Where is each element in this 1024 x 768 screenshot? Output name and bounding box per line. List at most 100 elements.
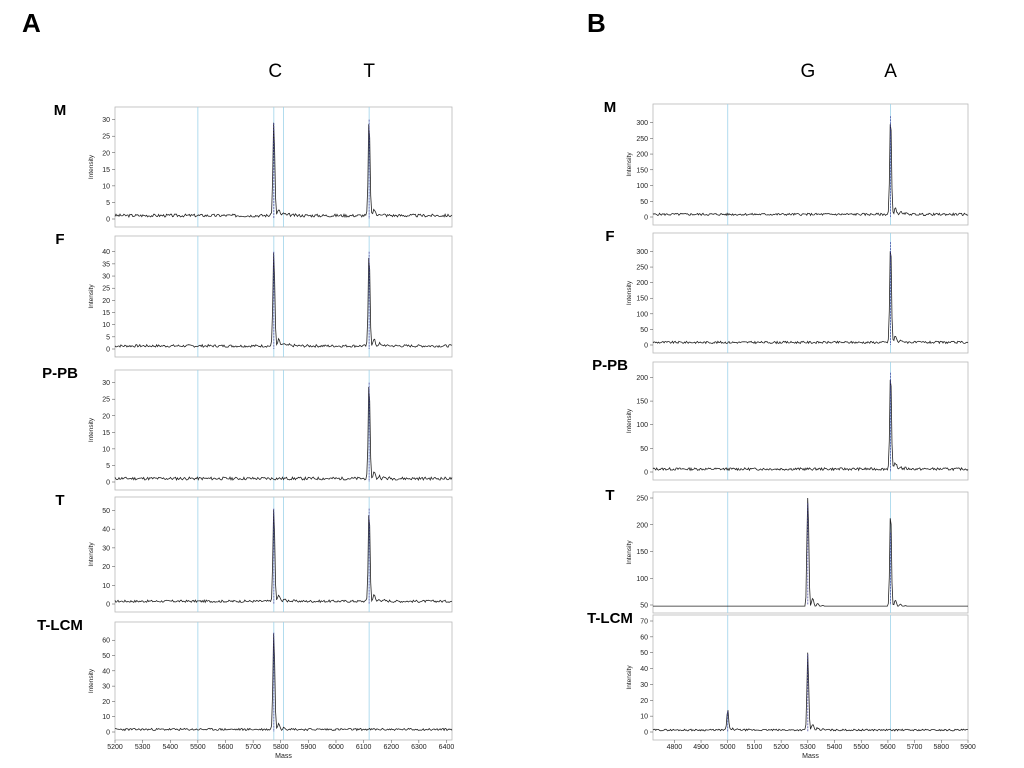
x-tick-label: 5000 [720, 744, 736, 751]
x-tick-label: 5800 [934, 744, 950, 751]
x-tick-label: 5300 [800, 744, 816, 751]
y-tick-label: 40 [102, 668, 110, 675]
y-axis-label: Intensity [626, 540, 633, 565]
y-tick-label: 35 [102, 261, 110, 268]
panel-letter: A [22, 8, 41, 38]
y-tick-label: 40 [102, 249, 110, 256]
y-tick-label: 20 [102, 413, 110, 420]
spectrum-trace [652, 251, 969, 345]
y-tick-label: 20 [102, 564, 110, 571]
y-tick-label: 0 [106, 480, 110, 487]
plot-frame [652, 361, 969, 481]
y-tick-label: 10 [102, 714, 110, 721]
y-tick-label: 150 [636, 296, 648, 303]
row-label: M [604, 99, 617, 116]
y-tick-label: 30 [102, 545, 110, 552]
y-tick-label: 15 [102, 310, 110, 317]
spectrum-trace [114, 633, 453, 732]
plot-frame [652, 614, 969, 741]
row-label: P-PB [592, 357, 628, 374]
y-tick-label: 100 [636, 183, 648, 190]
row-label: T [605, 487, 614, 504]
y-tick-label: 50 [640, 650, 648, 657]
spectrum-trace [114, 122, 453, 219]
y-tick-label: 0 [644, 343, 648, 350]
y-axis-label: Intensity [88, 542, 95, 567]
y-axis-label: Intensity [88, 668, 95, 693]
y-tick-label: 20 [102, 150, 110, 157]
x-tick-label: 6400 [439, 744, 455, 751]
y-tick-label: 0 [106, 602, 110, 609]
y-tick-label: 15 [102, 430, 110, 437]
x-tick-label: 5200 [107, 744, 123, 751]
spectrum-trace [114, 509, 453, 604]
y-tick-label: 20 [102, 699, 110, 706]
y-tick-label: 30 [102, 684, 110, 691]
y-tick-label: 50 [102, 508, 110, 515]
y-tick-label: 25 [102, 134, 110, 141]
y-tick-label: 60 [640, 634, 648, 641]
y-tick-label: 100 [636, 311, 648, 318]
y-tick-label: 70 [640, 619, 648, 626]
plot-frame [652, 232, 969, 354]
y-tick-label: 150 [636, 167, 648, 174]
x-tick-label: 6100 [356, 744, 372, 751]
y-tick-label: 150 [636, 399, 648, 406]
y-tick-label: 5 [106, 200, 110, 207]
allele-label: C [268, 61, 282, 82]
y-tick-label: 40 [640, 666, 648, 673]
y-tick-label: 300 [636, 249, 648, 256]
allele-label: A [884, 61, 897, 82]
y-tick-label: 30 [102, 380, 110, 387]
row-label: F [605, 228, 614, 245]
y-axis-label: Intensity [88, 154, 95, 179]
x-tick-label: 5700 [907, 744, 923, 751]
y-tick-label: 5 [106, 334, 110, 341]
y-tick-label: 30 [102, 274, 110, 281]
y-tick-label: 0 [644, 215, 648, 222]
x-tick-label: 6000 [328, 744, 344, 751]
y-tick-label: 25 [102, 397, 110, 404]
y-tick-label: 300 [636, 120, 648, 127]
y-tick-label: 200 [636, 375, 648, 382]
y-tick-label: 50 [640, 446, 648, 453]
y-axis-label: Intensity [626, 665, 633, 690]
row-label: F [55, 231, 64, 248]
y-tick-label: 150 [636, 549, 648, 556]
y-tick-label: 0 [106, 217, 110, 224]
spectrum-trace [114, 386, 453, 482]
x-tick-label: 5800 [273, 744, 289, 751]
y-axis-label: Intensity [626, 408, 633, 433]
y-tick-label: 20 [102, 298, 110, 305]
row-label: T-LCM [37, 617, 83, 634]
allele-label: G [800, 61, 815, 82]
y-tick-label: 25 [102, 286, 110, 293]
x-tick-label: 4900 [693, 744, 709, 751]
x-axis-label: Mass [275, 753, 292, 760]
y-axis-label: Intensity [626, 280, 633, 305]
y-tick-label: 5 [106, 463, 110, 470]
y-tick-label: 10 [102, 446, 110, 453]
y-axis-label: Intensity [88, 284, 95, 309]
y-tick-label: 250 [636, 496, 648, 503]
x-tick-label: 5100 [747, 744, 763, 751]
y-axis-label: Intensity [88, 417, 95, 442]
y-tick-label: 50 [640, 603, 648, 610]
x-tick-label: 5900 [960, 744, 976, 751]
y-tick-label: 0 [106, 347, 110, 354]
y-axis-label: Intensity [626, 152, 633, 177]
x-tick-label: 5200 [773, 744, 789, 751]
plot-frame [652, 103, 969, 226]
panel-letter: B [587, 8, 606, 38]
y-tick-label: 15 [102, 167, 110, 174]
y-tick-label: 250 [636, 136, 648, 143]
x-tick-label: 5600 [880, 744, 896, 751]
x-tick-label: 5300 [135, 744, 151, 751]
y-tick-label: 10 [102, 322, 110, 329]
x-tick-label: 6200 [383, 744, 399, 751]
x-tick-label: 6300 [411, 744, 427, 751]
y-tick-label: 0 [644, 730, 648, 737]
y-tick-label: 30 [102, 117, 110, 124]
y-tick-label: 50 [640, 199, 648, 206]
